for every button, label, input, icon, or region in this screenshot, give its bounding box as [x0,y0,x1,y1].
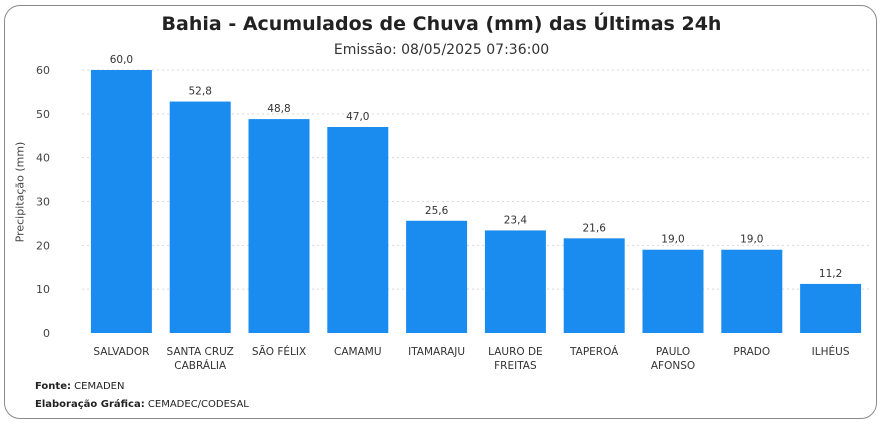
bar [327,126,389,333]
credit-label: Elaboração Gráfica: [35,399,145,410]
y-tick-label: 60 [36,64,50,77]
x-tick-label: CABRÁLIA [174,359,227,372]
y-tick-label: 50 [36,108,50,121]
bar [406,220,468,333]
data-label: 19,0 [661,234,684,246]
y-tick-label: 40 [36,152,50,165]
data-label: 21,6 [583,222,607,234]
data-label: 11,2 [819,268,842,280]
x-tick-label: ITAMARAJU [408,346,465,358]
chart-title: Bahia - Acumulados de Chuva (mm) das Últ… [161,13,722,35]
data-label: 47,0 [346,111,369,123]
bar [248,119,310,334]
x-tick-label: CAMAMU [334,346,382,358]
bar [721,249,783,333]
source-label: Fonte: [35,381,71,392]
x-tick-label: PRADO [733,346,770,358]
y-tick-label: 30 [36,196,50,209]
data-label: 52,8 [189,86,212,98]
bar [90,70,152,333]
chart-subtitle: Emissão: 08/05/2025 07:36:00 [333,42,550,58]
source-note: Fonte: CEMADEN [35,381,124,392]
bar [642,249,704,333]
data-label: 48,8 [267,103,290,115]
bar [563,238,625,333]
credit-note: Elaboração Gráfica: CEMADEC/CODESAL [35,399,249,410]
data-label: 25,6 [425,205,449,217]
y-tick-label: 0 [43,327,50,340]
source-value: CEMADEN [74,381,125,392]
x-tick-label: AFONSO [651,360,695,372]
bar [484,230,546,333]
data-label: 23,4 [504,214,528,226]
data-label: 19,0 [740,234,763,246]
y-tick-label: 20 [36,239,50,252]
y-tick-label: 10 [36,283,50,296]
x-tick-label: SÃO FÉLIX [252,345,306,358]
x-tick-label: ILHÉUS [812,345,850,358]
x-tick-label: SALVADOR [93,346,149,358]
credit-value: CEMADEC/CODESAL [147,399,249,410]
x-tick-label: TAPEROÁ [569,345,619,358]
bar [800,283,862,333]
data-label: 60,0 [110,54,133,66]
x-tick-label: FREITAS [494,360,537,372]
x-tick-label: PAULO [656,346,690,358]
x-tick-label: LAURO DE [488,346,543,358]
bar [169,101,231,333]
x-tick-label: SANTA CRUZ [167,346,234,358]
